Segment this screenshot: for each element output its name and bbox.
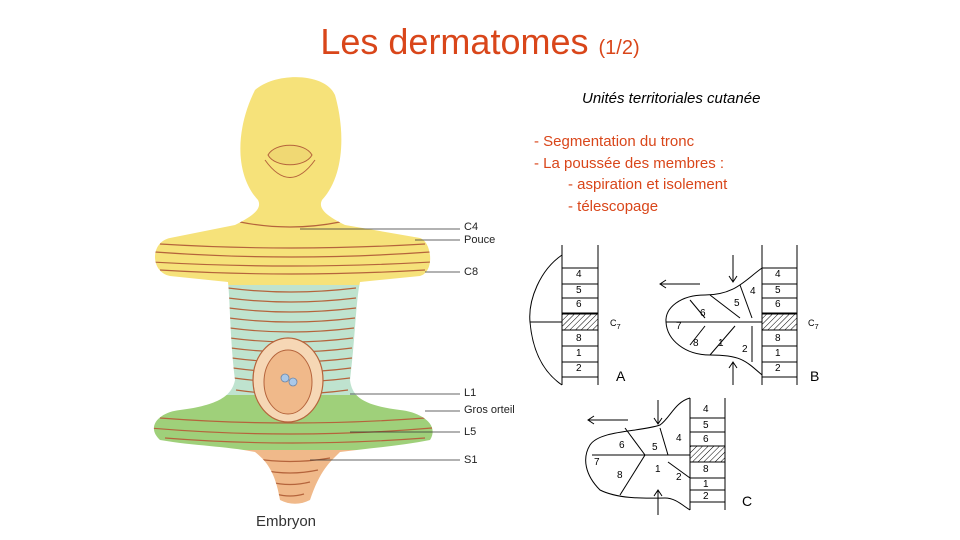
diagram-c-limb-num: 4: [676, 433, 682, 444]
diagram-c-limb-num: 7: [594, 457, 600, 468]
title-text: Les dermatomes: [320, 21, 589, 62]
diagram-b-num: 6: [775, 299, 781, 310]
diagram-b-num: 4: [775, 269, 781, 280]
diagram-a-num: 5: [576, 285, 582, 296]
umbilical-vessel: [288, 377, 298, 387]
diagram-c-num: 6: [703, 434, 709, 445]
diagram-c-num: 4: [703, 404, 709, 415]
diagram-b-num: 8: [775, 333, 781, 344]
diagram-a-num: 1: [576, 348, 582, 359]
diagram-c-limb-num: 5: [652, 442, 658, 453]
embryo-caption: Embryon: [256, 513, 317, 530]
bullet-subitem: - aspiration et isolement: [568, 176, 728, 193]
umbilical-inner: [263, 349, 313, 415]
diagram-c-label: C: [742, 493, 753, 509]
leader-lines: [300, 228, 460, 461]
diagram-c: [585, 397, 726, 515]
umbilical-vessel: [280, 373, 290, 383]
diagram-c-limb-num: 6: [619, 440, 625, 451]
diagram-b-c7: C7: [808, 318, 819, 331]
diagram-b: [659, 245, 798, 385]
label-l5: L5: [464, 426, 477, 438]
diagram-b-num: 2: [775, 363, 781, 374]
diagram-b-limb-num: 1: [718, 338, 724, 349]
diagram-a-num: 6: [576, 299, 582, 310]
embryo-jaw: [264, 159, 316, 178]
diagram-b-label: B: [810, 368, 820, 384]
label-c4: C4: [464, 221, 479, 233]
diagram-c-limb-num: 8: [617, 470, 623, 481]
diagram-b-limb-num: 2: [742, 344, 748, 355]
label-pouce: Pouce: [464, 234, 496, 246]
diagram-a-num: 2: [576, 363, 582, 374]
label-c8: C8: [464, 266, 479, 278]
label-s1: S1: [464, 454, 478, 466]
diagram-a-num: 8: [576, 333, 582, 344]
diagram-c-num: 5: [703, 420, 709, 431]
bullet-subitem: - télescopage: [568, 197, 659, 215]
diagram-a-c7: C7: [610, 318, 621, 331]
bullet-list: - Segmentation du tronc - La poussée des…: [534, 131, 727, 217]
diagram-b-num: 1: [775, 348, 781, 359]
diagram-a-label: A: [616, 368, 626, 384]
slide-title: Les dermatomes (1/2): [0, 20, 960, 70]
diagram-b-limb-num: 5: [734, 298, 740, 309]
bullet-item: - La poussée des membres :: [534, 154, 725, 172]
diagram-c-num: 2: [703, 491, 709, 502]
diagram-b-limb-num: 6: [700, 308, 706, 319]
diagram-c-limb-num: 1: [655, 464, 661, 475]
diagram-a: [529, 245, 599, 386]
diagram-b-limb-num: 8: [693, 338, 699, 349]
bullet-item: - Segmentation du tronc: [534, 133, 695, 150]
diagram-b-limb-num: 7: [676, 321, 682, 332]
slide-subtitle: Unités territoriales cutanée: [582, 90, 761, 107]
dermatome-lines: [153, 221, 433, 497]
label-l1: L1: [464, 387, 477, 399]
diagram-c-num: 8: [703, 464, 709, 475]
embryo-face: [267, 144, 313, 166]
diagram-b-limb-num: 4: [750, 286, 756, 297]
title-suffix: (1/2): [598, 37, 640, 59]
diagram-c-limb-num: 2: [676, 472, 682, 483]
diagram-c-num: 1: [703, 479, 709, 490]
diagram-b-num: 5: [775, 285, 781, 296]
diagram-a-num: 4: [576, 269, 582, 280]
label-gros-orteil: Gros orteil: [464, 404, 515, 416]
